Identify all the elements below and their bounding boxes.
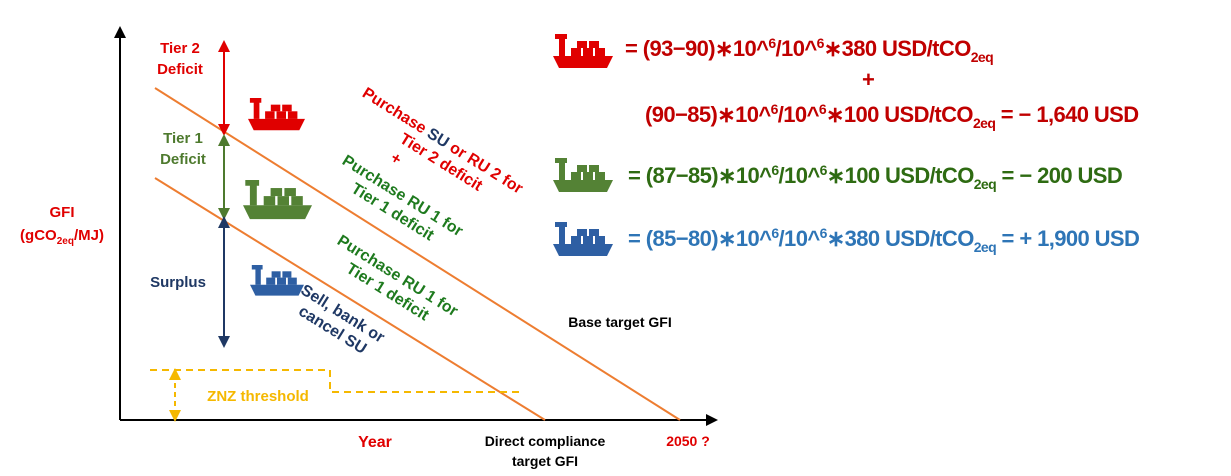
ship-icon: [553, 222, 613, 256]
text-part: = (93−90)∗10^: [625, 36, 769, 61]
y-axis-title: GFI: [50, 204, 75, 221]
text-part: 6: [819, 101, 827, 117]
text-part: 2eq: [974, 176, 996, 192]
text-part: 2eq: [973, 115, 995, 131]
text-part: /10^: [776, 36, 818, 61]
text-part: = − 200 USD: [996, 163, 1122, 188]
text-part: /10^: [779, 226, 821, 251]
text-part: = + 1,900 USD: [996, 226, 1139, 251]
ship-icon: [553, 158, 613, 192]
text-part: (90−85)∗10^: [645, 102, 771, 127]
line-label: Base target GFI: [568, 314, 671, 330]
text-part: 2eq: [57, 236, 74, 247]
y-axis-unit: (gCO2eq/MJ): [20, 227, 104, 247]
x-axis-title: Year: [358, 434, 392, 451]
ship-icon: [248, 98, 305, 131]
zone-label: Tier 2: [160, 40, 200, 57]
znz-line: [150, 369, 520, 393]
text-part: 2eq: [971, 49, 993, 65]
direct-label: target GFI: [512, 453, 578, 469]
text-part: 6: [820, 225, 828, 241]
text-part: ∗100 USD/tCO: [826, 102, 973, 127]
zone-label: Tier 1: [163, 130, 203, 147]
ship-icon: [243, 180, 312, 220]
x-axis-end: 2050 ?: [666, 433, 710, 449]
text-part: = (87−85)∗10^: [628, 163, 772, 188]
text-part: = − 1,640 USD: [995, 102, 1138, 127]
equation: = (93−90)∗10^6/10^6∗380 USD/tCO2eq: [625, 35, 993, 65]
action-label: +: [387, 150, 404, 169]
text-part: /MJ): [74, 227, 104, 244]
equation: (90−85)∗10^6/10^6∗100 USD/tCO2eq = − 1,6…: [645, 101, 1139, 131]
direct-target-line: [154, 177, 546, 421]
text-part: ∗380 USD/tCO: [827, 226, 974, 251]
text-part: Purchase: [359, 85, 433, 140]
text-part: ∗100 USD/tCO: [827, 163, 974, 188]
zone-label: Deficit: [157, 61, 203, 78]
text-part: ∗380 USD/tCO: [824, 36, 971, 61]
ship-icon: [250, 265, 304, 296]
equation: = (85−80)∗10^6/10^6∗380 USD/tCO2eq = + 1…: [628, 225, 1139, 255]
base-target-line: [154, 87, 681, 421]
equation: = (87−85)∗10^6/10^6∗100 USD/tCO2eq = − 2…: [628, 162, 1122, 192]
zone-label: Surplus: [150, 274, 206, 291]
text-part: 6: [771, 225, 779, 241]
text-part: 6: [820, 162, 828, 178]
text-part: 6: [768, 35, 776, 51]
text-part: 2eq: [974, 239, 996, 255]
text-part: (gCO: [20, 227, 57, 244]
direct-label: Direct compliance: [485, 433, 606, 449]
text-part: 6: [771, 101, 779, 117]
equation-plus: +: [862, 67, 874, 92]
text-part: /10^: [778, 102, 820, 127]
ship-icon: [553, 34, 613, 68]
text-part: = (85−80)∗10^: [628, 226, 772, 251]
line-label: ZNZ threshold: [207, 388, 309, 405]
text-part: 6: [817, 35, 825, 51]
zone-label: Deficit: [160, 151, 206, 168]
text-part: /10^: [779, 163, 821, 188]
text-part: 6: [771, 162, 779, 178]
